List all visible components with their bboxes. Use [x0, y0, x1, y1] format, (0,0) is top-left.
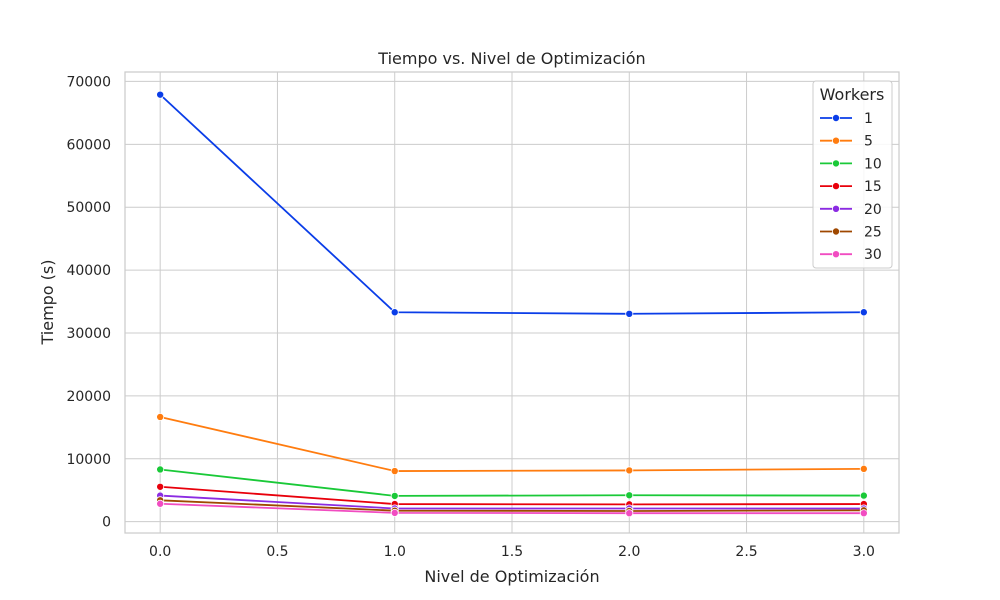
series-line	[160, 485, 864, 506]
chart-title: Tiempo vs. Nivel de Optimización	[377, 49, 645, 68]
data-point	[625, 509, 634, 518]
data-point	[625, 309, 634, 318]
series-30	[156, 499, 868, 518]
legend-label: 1	[864, 111, 873, 127]
series-line	[159, 93, 864, 315]
x-tick-label: 3.0	[853, 544, 875, 560]
data-point	[390, 308, 399, 317]
legend-title: Workers	[820, 85, 885, 104]
legend-marker	[832, 159, 841, 168]
grid-lines	[125, 72, 899, 533]
legend-label: 30	[864, 247, 882, 263]
legend-item: 5	[820, 134, 873, 150]
y-tick-label: 0	[102, 515, 111, 531]
legend-label: 5	[864, 134, 873, 150]
data-point	[390, 508, 399, 517]
legend-marker	[832, 182, 841, 191]
y-axis-ticks: 0 10000 20000 30000 40000 50000 60000 70000	[66, 74, 111, 530]
data-point	[625, 491, 634, 500]
y-tick-label: 50000	[66, 200, 111, 216]
y-axis-label: Tiempo (s)	[38, 259, 57, 345]
x-tick-label: 2.5	[735, 544, 757, 560]
data-point	[156, 412, 165, 421]
legend-label: 25	[864, 225, 882, 241]
data-point	[859, 308, 868, 317]
legend-item: 20	[820, 202, 882, 218]
legend-item: 15	[820, 179, 882, 195]
x-axis-ticks: 0.0 0.5 1.0 1.5 2.0 2.5 3.0	[149, 544, 875, 560]
data-point	[625, 466, 634, 475]
legend-item: 1	[820, 111, 873, 127]
series-line	[160, 468, 864, 497]
x-tick-label: 0.0	[149, 544, 171, 560]
series-layer	[156, 90, 868, 518]
series-line	[160, 502, 864, 515]
data-point	[156, 465, 165, 474]
y-tick-label: 10000	[66, 452, 111, 468]
legend-marker	[832, 136, 841, 145]
data-point	[156, 499, 165, 508]
x-tick-label: 1.5	[501, 544, 523, 560]
legend-marker	[832, 204, 841, 213]
legend-item: 10	[820, 156, 882, 172]
data-point	[859, 491, 868, 500]
y-tick-label: 20000	[66, 389, 111, 405]
data-point	[156, 90, 165, 99]
y-tick-label: 70000	[66, 74, 111, 90]
data-point	[156, 482, 165, 491]
data-point	[390, 467, 399, 476]
series-line	[160, 494, 864, 510]
x-tick-label: 0.5	[266, 544, 288, 560]
data-point	[390, 491, 399, 500]
legend-marker	[832, 250, 841, 259]
plot-frame	[124, 71, 900, 534]
data-point	[859, 464, 868, 473]
series-10	[156, 465, 868, 500]
legend-label: 10	[864, 156, 882, 172]
legend-marker	[832, 227, 841, 236]
y-tick-label: 60000	[66, 137, 111, 153]
series-5	[156, 412, 868, 476]
x-tick-label: 2.0	[618, 544, 640, 560]
legend-label: 15	[864, 179, 882, 195]
legend-box	[812, 80, 893, 269]
series-line	[159, 416, 864, 472]
y-tick-label: 30000	[66, 326, 111, 342]
x-tick-label: 1.0	[384, 544, 406, 560]
x-axis-label: Nivel de Optimización	[424, 567, 599, 586]
series-1	[156, 90, 868, 318]
legend-marker	[832, 114, 841, 123]
legend-item: 30	[820, 247, 882, 263]
legend-label: 20	[864, 202, 882, 218]
y-tick-label: 40000	[66, 263, 111, 279]
legend-item: 25	[820, 225, 882, 241]
series-line	[160, 499, 864, 512]
data-point	[859, 509, 868, 518]
